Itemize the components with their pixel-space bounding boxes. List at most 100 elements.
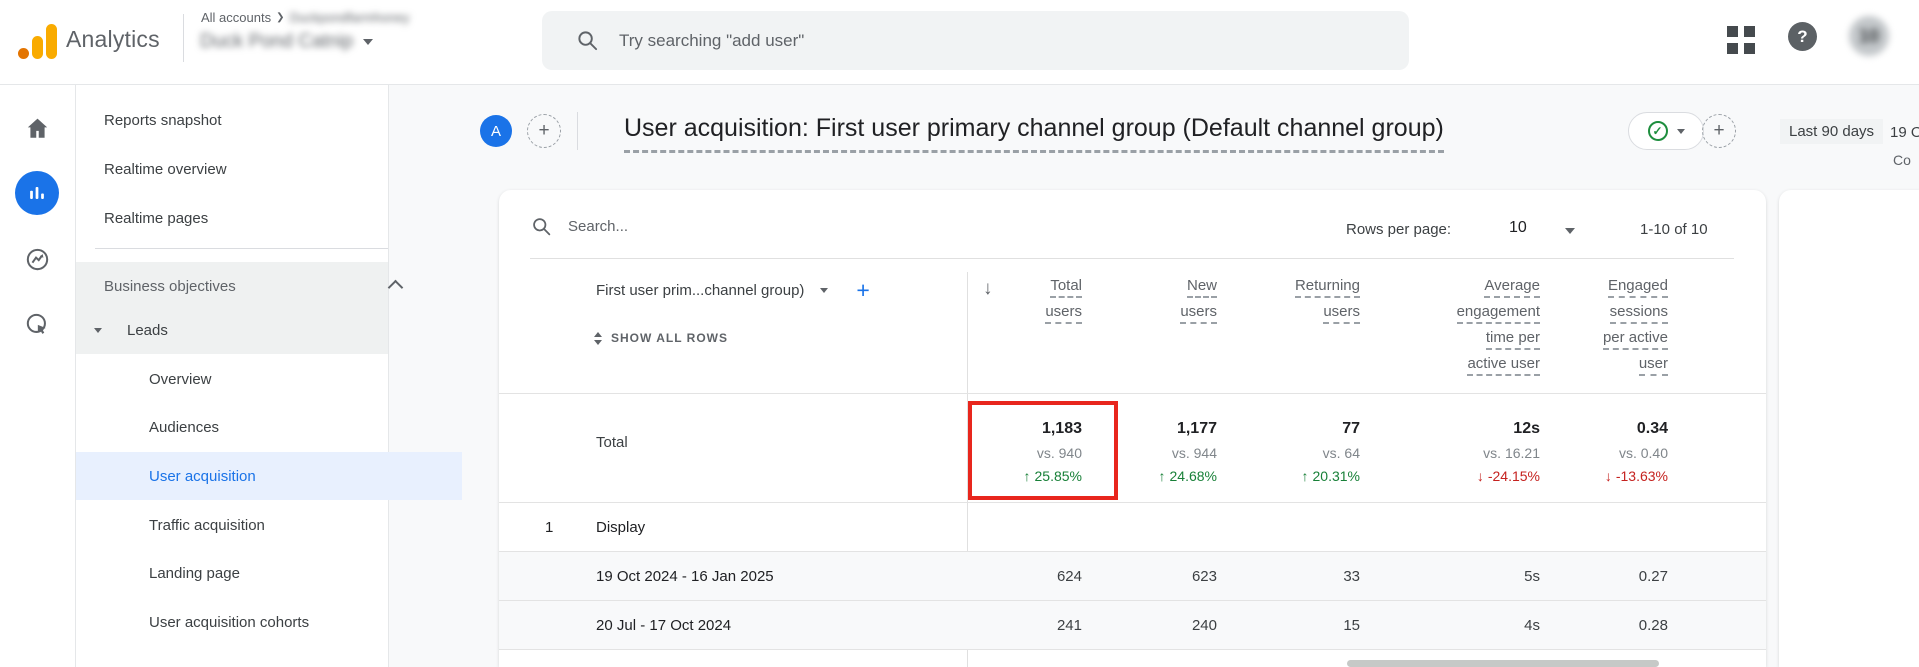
check-circle-icon: ✓ bbox=[1647, 121, 1668, 141]
product-name: Analytics bbox=[66, 26, 160, 52]
chevron-up-icon[interactable] bbox=[387, 279, 404, 296]
global-search-input[interactable] bbox=[617, 29, 1409, 52]
table-row-display[interactable]: 1 Display bbox=[499, 503, 1766, 552]
row-divider bbox=[499, 393, 1766, 394]
arrow-up-icon: ↑ bbox=[1301, 468, 1309, 484]
report-title[interactable]: User acquisition: First user primary cha… bbox=[624, 114, 1444, 153]
home-nav[interactable] bbox=[24, 115, 51, 147]
total-cell-total-users: 1,183 vs. 940 ↑ 25.85% bbox=[892, 404, 1082, 500]
sidebar-item-realtime-overview[interactable]: Realtime overview bbox=[75, 145, 417, 193]
avatar-text: 10 bbox=[1858, 25, 1880, 46]
avatar[interactable]: 10 bbox=[1849, 16, 1889, 56]
date-range-selector[interactable]: Last 90 days bbox=[1780, 119, 1884, 144]
plus-icon: + bbox=[1713, 120, 1725, 141]
global-search[interactable] bbox=[542, 11, 1409, 70]
row-divider bbox=[499, 649, 1766, 650]
sidebar-item-traffic-acquisition[interactable]: Traffic acquisition bbox=[75, 501, 462, 549]
arrow-up-icon: ↑ bbox=[1023, 468, 1031, 484]
explore-nav[interactable] bbox=[24, 246, 51, 278]
table-search[interactable] bbox=[531, 216, 890, 237]
logo-bar-short bbox=[32, 36, 43, 59]
chevron-down-icon bbox=[363, 39, 374, 45]
total-cell-returning-users: 77 vs. 64 ↑ 20.31% bbox=[1170, 404, 1360, 500]
rows-per-page-select[interactable]: 10 bbox=[1509, 219, 1527, 236]
logo-bar-tall bbox=[46, 24, 57, 59]
property-selector[interactable]: Duck Pond Catnip bbox=[200, 31, 374, 53]
metric-change: -13.63% bbox=[1615, 468, 1668, 484]
sort-descending-icon[interactable]: ↓ bbox=[983, 278, 993, 299]
metric-value: 77 bbox=[1342, 420, 1360, 437]
search-icon bbox=[533, 218, 551, 236]
table-row-date-range-1[interactable]: 19 Oct 2024 - 16 Jan 2025 624 623 33 5s … bbox=[499, 552, 1766, 601]
add-collaborator-button[interactable]: + bbox=[527, 114, 561, 148]
apps-grid-icon[interactable] bbox=[1727, 26, 1755, 54]
column-header-returning-users[interactable]: Returning users bbox=[1170, 276, 1360, 328]
metric-comparison: vs. 944 bbox=[1171, 445, 1217, 461]
metric-value: 1,183 bbox=[1041, 420, 1082, 437]
column-header-average-engagement-time[interactable]: Average engagement time per active user bbox=[1350, 276, 1540, 380]
column-header-new-users[interactable]: New users bbox=[1027, 276, 1217, 328]
dimension-selector[interactable]: First user prim...channel group) + bbox=[596, 277, 870, 303]
sidebar-item-landing-page[interactable]: Landing page bbox=[75, 549, 462, 597]
cell-returning-users: 15 bbox=[1343, 617, 1360, 634]
sidebar-item-label: User acquisition cohorts bbox=[149, 613, 310, 631]
cell-engaged-sessions: 0.27 bbox=[1638, 568, 1668, 585]
breadcrumb: All accounts ❯ Duckpondfarmhoney bbox=[201, 10, 409, 25]
chevron-down-icon[interactable] bbox=[94, 327, 102, 333]
sidebar-item-overview[interactable]: Overview bbox=[75, 355, 462, 403]
topbar-divider bbox=[183, 14, 184, 62]
add-dimension-button[interactable]: + bbox=[856, 277, 870, 303]
total-cell-new-users: 1,177 vs. 944 ↑ 24.68% bbox=[1027, 404, 1217, 500]
advertising-nav[interactable] bbox=[24, 311, 51, 343]
sidebar-item-audiences[interactable]: Audiences bbox=[75, 403, 462, 451]
date-range-detail[interactable]: 19 O bbox=[1890, 124, 1919, 141]
sidebar-item-label: Traffic acquisition bbox=[149, 516, 265, 534]
property-name: Duck Pond Catnip bbox=[200, 31, 354, 52]
explore-icon bbox=[26, 248, 49, 271]
dimension-label: First user prim...channel group) bbox=[596, 281, 805, 299]
sidebar-item-realtime-pages[interactable]: Realtime pages bbox=[75, 194, 417, 242]
arrow-down-icon: ↓ bbox=[1604, 468, 1612, 484]
sidebar-item-label: Realtime overview bbox=[104, 160, 227, 178]
sidebar-item-user-acquisition-cohorts[interactable]: User acquisition cohorts bbox=[75, 598, 462, 646]
sidebar-item-label: Reports snapshot bbox=[104, 111, 222, 129]
analyst-badge[interactable]: A bbox=[480, 115, 512, 147]
cell-new-users: 623 bbox=[1191, 568, 1217, 585]
sidebar-collection-business-objectives[interactable]: Business objectives bbox=[75, 262, 417, 310]
table-search-input[interactable] bbox=[566, 217, 890, 236]
google-analytics-logo[interactable] bbox=[18, 23, 60, 59]
table-row-date-range-2[interactable]: 20 Jul - 17 Oct 2024 241 240 15 4s 0.28 bbox=[499, 601, 1766, 650]
total-cell-average-engagement-time: 12s vs. 16.21 ↓ -24.15% bbox=[1350, 404, 1540, 500]
search-icon bbox=[578, 31, 598, 51]
sidebar-item-label: Overview bbox=[149, 370, 212, 388]
metric-comparison: vs. 0.40 bbox=[1618, 445, 1668, 461]
help-icon[interactable]: ? bbox=[1788, 22, 1817, 51]
expand-rows-icon bbox=[594, 331, 602, 345]
bar-chart-icon bbox=[30, 187, 44, 199]
metric-comparison: vs. 16.21 bbox=[1483, 445, 1540, 461]
sidebar-item-reports-snapshot[interactable]: Reports snapshot bbox=[75, 96, 417, 144]
add-report-button[interactable]: + bbox=[1702, 114, 1736, 148]
total-cell-engaged-sessions: 0.34 vs. 0.40 ↓ -13.63% bbox=[1478, 404, 1668, 500]
chevron-down-icon[interactable] bbox=[1565, 228, 1575, 234]
sidebar-item-user-acquisition[interactable]: User acquisition bbox=[75, 452, 462, 500]
show-all-rows-button[interactable]: SHOW ALL ROWS bbox=[594, 331, 728, 345]
breadcrumb-all-accounts[interactable]: All accounts bbox=[201, 10, 272, 25]
row-label: 20 Jul - 17 Oct 2024 bbox=[596, 617, 732, 634]
column-header-total-users[interactable]: Total users bbox=[892, 276, 1082, 328]
show-all-rows-label: SHOW ALL ROWS bbox=[611, 331, 728, 345]
reports-nav[interactable] bbox=[15, 171, 59, 215]
arrow-down-icon: ↓ bbox=[1476, 468, 1484, 484]
arrow-up-icon: ↑ bbox=[1158, 468, 1166, 484]
sidebar-item-label: Audiences bbox=[149, 418, 220, 436]
cell-returning-users: 33 bbox=[1343, 568, 1360, 585]
report-status-button[interactable]: ✓ bbox=[1628, 112, 1704, 150]
horizontal-scrollbar[interactable] bbox=[1347, 660, 1659, 667]
total-row-label: Total bbox=[596, 434, 628, 451]
column-header-engaged-sessions[interactable]: Engaged sessions per active user bbox=[1478, 276, 1668, 380]
row-label: Display bbox=[596, 519, 646, 536]
logo-dot bbox=[18, 48, 29, 59]
row-index: 1 bbox=[545, 519, 554, 536]
breadcrumb-account[interactable]: Duckpondfarmhoney bbox=[289, 10, 410, 25]
sidebar-group-leads[interactable]: Leads bbox=[75, 306, 388, 354]
